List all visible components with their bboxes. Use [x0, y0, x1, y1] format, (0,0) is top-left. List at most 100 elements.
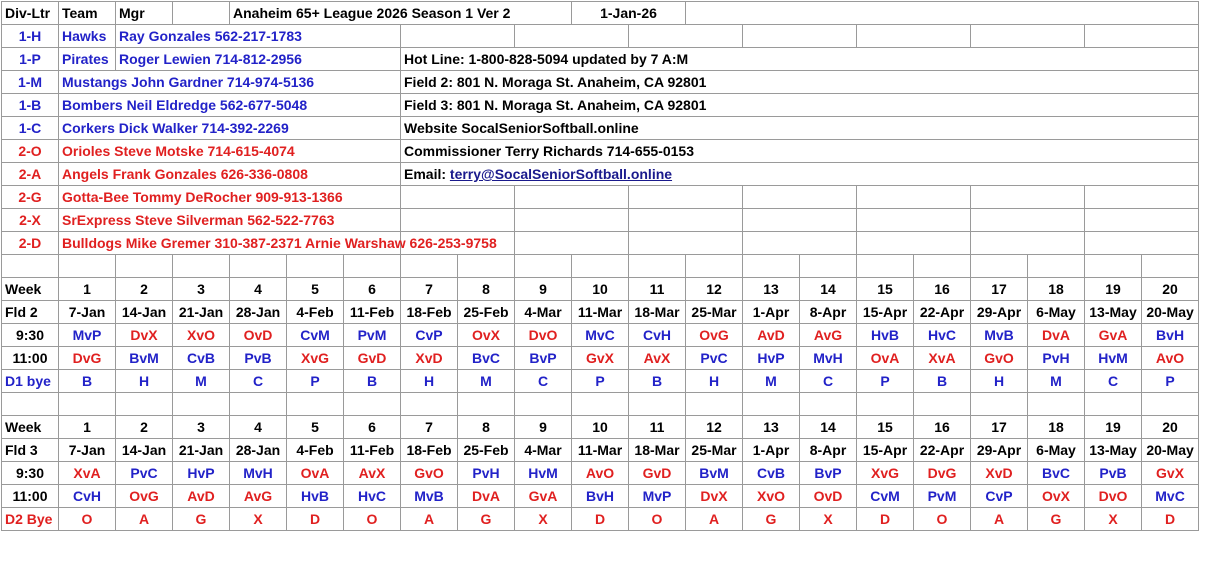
empty-cell	[742, 254, 800, 278]
bye-team: P	[1140, 369, 1200, 393]
game-date: 1-Apr	[742, 300, 800, 324]
sheet-row: 1-P Pirates Roger Lewien 714-812-2956 Hot L…	[1, 47, 1200, 71]
empty-cell	[970, 392, 1028, 416]
bye-team: H	[970, 369, 1028, 393]
game-matchup: XvA	[913, 346, 971, 370]
bye-team: D	[1140, 507, 1200, 531]
empty-cell	[1084, 254, 1142, 278]
team-manager: Ray Gonzales 562-217-1783	[115, 24, 401, 48]
empty-cell	[856, 231, 971, 255]
team-manager: Bulldogs Mike Gremer 310-387-2371 Arnie …	[58, 231, 497, 255]
game-matchup: XvD	[970, 461, 1028, 485]
game-matchup: OvA	[856, 346, 914, 370]
empty-cell	[457, 254, 515, 278]
game-date: 29-Apr	[970, 300, 1028, 324]
team-name: Pirates	[58, 47, 116, 71]
team-manager: Orioles Steve Motske 714-615-4074	[58, 139, 401, 163]
game-date: 21-Jan	[172, 300, 230, 324]
sheet-row: 2-X SrExpress Steve Silverman 562-522-776…	[1, 208, 1200, 232]
game-matchup: MvH	[229, 461, 287, 485]
empty-cell	[514, 24, 629, 48]
game-matchup: OvA	[286, 461, 344, 485]
empty-cell	[1083, 185, 1200, 209]
empty-cell	[286, 392, 344, 416]
week-number: 1	[58, 415, 116, 439]
email-link[interactable]: terry@SocalSeniorSoftball.online	[449, 166, 673, 182]
week-number: 4	[229, 277, 287, 301]
sheet-row: 1-H Hawks Ray Gonzales 562-217-1783	[1, 24, 1200, 48]
empty-cell	[628, 254, 686, 278]
game-date: 18-Feb	[400, 438, 458, 462]
week-number: 2	[115, 277, 173, 301]
game-matchup: MvP	[58, 323, 116, 347]
empty-cell	[172, 254, 230, 278]
game-date: 28-Jan	[229, 438, 287, 462]
week-number: 13	[742, 415, 800, 439]
empty-cell	[115, 392, 173, 416]
game-date: 4-Feb	[286, 300, 344, 324]
sheet-row: Fld 2 7-Jan 14-Jan 21-Jan 28-Jan 4-Feb 11-Feb 1…	[1, 300, 1200, 324]
game-matchup: GvX	[571, 346, 629, 370]
bye-team: A	[400, 507, 458, 531]
game-date: 22-Apr	[913, 438, 971, 462]
bye-team: A	[685, 507, 743, 531]
game-time: 9:30	[1, 323, 59, 347]
week-number: 14	[799, 277, 857, 301]
bye-team: X	[229, 507, 287, 531]
game-date: 25-Mar	[685, 300, 743, 324]
game-matchup: BvH	[1140, 323, 1200, 347]
bye-team: H	[115, 369, 173, 393]
game-matchup: XvA	[58, 461, 116, 485]
game-matchup: GvO	[400, 461, 458, 485]
league-info: Commissioner Terry Richards 714-655-0153	[399, 139, 1200, 163]
empty-cell	[799, 392, 857, 416]
bye-team: X	[799, 507, 857, 531]
bye-team: G	[172, 507, 230, 531]
league-info: Hot Line: 1-800-828-5094 updated by 7 A:…	[399, 47, 1200, 71]
week-number: 8	[457, 415, 515, 439]
game-matchup: AvG	[799, 323, 857, 347]
game-matchup: GvD	[628, 461, 686, 485]
week-number: 20	[1140, 277, 1200, 301]
sheet-row: 1-B Bombers Neil Eldredge 562-677-5048 Fie…	[1, 93, 1200, 117]
week-number: 8	[457, 277, 515, 301]
empty-cell	[400, 185, 515, 209]
game-date: 7-Jan	[58, 438, 116, 462]
sheet-row: 1-C Corkers Dick Walker 714-392-2269 Websi…	[1, 116, 1200, 140]
game-date: 4-Feb	[286, 438, 344, 462]
game-matchup: DvO	[514, 323, 572, 347]
team-code: 2-G	[1, 185, 59, 209]
game-matchup: MvH	[799, 346, 857, 370]
empty-cell	[1, 254, 59, 278]
bye-team: B	[913, 369, 971, 393]
bye-team: B	[343, 369, 401, 393]
game-date: 20-May	[1140, 438, 1200, 462]
empty-cell	[343, 254, 401, 278]
header-div-ltr: Div-Ltr	[1, 1, 59, 25]
game-date: 29-Apr	[970, 438, 1028, 462]
empty-cell	[400, 24, 515, 48]
empty-cell	[1, 392, 59, 416]
game-date: 25-Mar	[685, 438, 743, 462]
bye-team: A	[970, 507, 1028, 531]
header-mgr: Mgr	[115, 1, 173, 25]
game-date: 15-Apr	[856, 438, 914, 462]
game-matchup: XvG	[286, 346, 344, 370]
game-date: 4-Mar	[514, 438, 572, 462]
game-matchup: DvX	[115, 323, 173, 347]
game-date: 6-May	[1027, 438, 1085, 462]
game-matchup: GvA	[514, 484, 572, 508]
week-number: 7	[400, 415, 458, 439]
empty-cell	[970, 185, 1085, 209]
team-code: 1-M	[1, 70, 59, 94]
bye-team: G	[1027, 507, 1085, 531]
empty-cell	[229, 254, 287, 278]
game-matchup: BvH	[571, 484, 629, 508]
week-number: 5	[286, 415, 344, 439]
team-manager: Angels Frank Gonzales 626-336-0808	[58, 162, 401, 186]
game-matchup: AvD	[742, 323, 800, 347]
week-number: 1	[58, 277, 116, 301]
empty-cell	[628, 185, 743, 209]
sheet-row: 2-A Angels Frank Gonzales 626-336-0808 Ema…	[1, 162, 1200, 186]
sheet-row: 11:00 CvH OvG AvD AvG HvB HvC MvB DvA GvA BvH MvP Dv…	[1, 484, 1200, 508]
